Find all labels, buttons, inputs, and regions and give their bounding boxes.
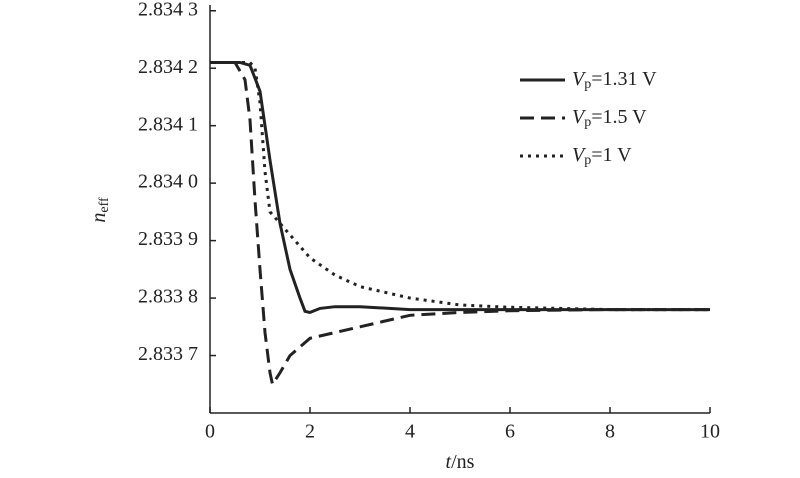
x-axis-label: t/ns	[446, 451, 475, 473]
y-tick-label: 2.833 8	[138, 286, 198, 308]
x-tick-label: 2	[305, 421, 315, 443]
y-axis-label: neff	[88, 197, 113, 223]
y-tick-label: 2.833 9	[138, 228, 198, 250]
x-tick-label: 8	[605, 421, 615, 443]
y-tick-label: 2.834 0	[138, 171, 198, 193]
x-tick-label: 0	[205, 421, 215, 443]
y-tick-label: 2.834 2	[138, 56, 198, 78]
line	[210, 60, 710, 312]
line	[210, 60, 710, 315]
y-tick-label: 2.834 1	[138, 113, 198, 135]
legend-label: Vp=1.5 V	[572, 106, 647, 131]
y-tick-label: 2.833 7	[138, 343, 198, 365]
line	[210, 60, 710, 389]
y-tick-label: 2.834 3	[138, 0, 198, 20]
legend-label: Vp=1.31 V	[572, 68, 657, 93]
x-tick-label: 4	[405, 421, 415, 443]
x-tick-label: 6	[505, 421, 515, 443]
legend-label: Vp=1 V	[572, 144, 632, 169]
x-tick-label: 10	[700, 421, 720, 443]
